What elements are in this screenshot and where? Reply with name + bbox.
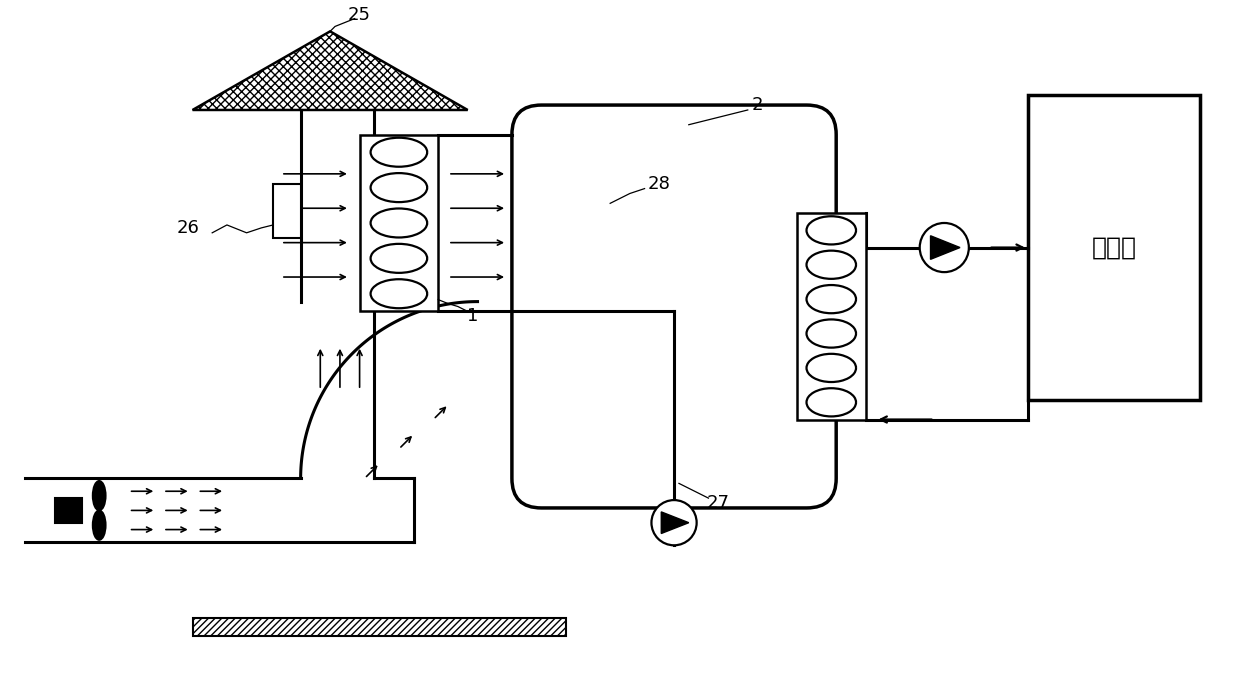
- Circle shape: [920, 223, 968, 272]
- Bar: [1028, 95, 1200, 400]
- Text: 28: 28: [647, 175, 671, 193]
- Ellipse shape: [93, 481, 105, 511]
- Bar: [192, 618, 565, 636]
- Bar: [360, 134, 438, 311]
- Text: 热用户: 热用户: [1091, 236, 1136, 260]
- Bar: [55, 497, 83, 523]
- Polygon shape: [661, 512, 688, 533]
- Polygon shape: [930, 236, 960, 259]
- Circle shape: [651, 500, 697, 545]
- Text: 25: 25: [348, 6, 371, 23]
- Text: 2: 2: [751, 96, 764, 114]
- Bar: [273, 184, 300, 238]
- Bar: [797, 213, 866, 420]
- Ellipse shape: [93, 511, 105, 540]
- Polygon shape: [192, 32, 467, 110]
- Text: 26: 26: [176, 219, 200, 237]
- FancyBboxPatch shape: [512, 105, 836, 508]
- Text: 1: 1: [467, 307, 479, 325]
- Text: 27: 27: [707, 494, 730, 512]
